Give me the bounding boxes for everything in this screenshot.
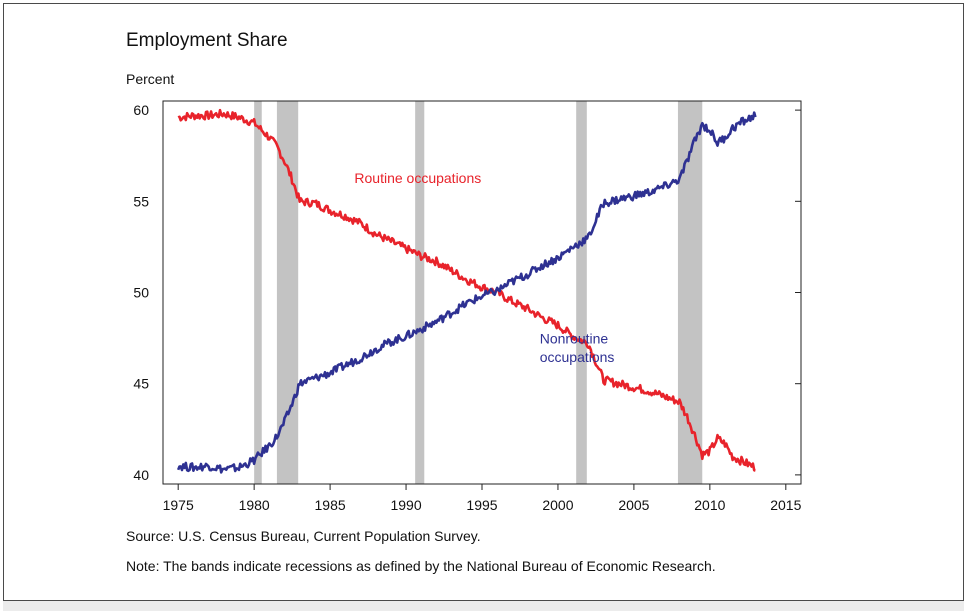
recession-note: Note: The bands indicate recessions as d…	[126, 558, 716, 574]
recession-bands	[254, 101, 703, 484]
recession-band-1	[254, 101, 262, 484]
routine-occupations-line	[177, 108, 756, 472]
recession-band-5	[677, 101, 703, 484]
x-tick-label: 1980	[239, 497, 270, 513]
routine-occupations-label: Routine occupations	[354, 170, 481, 186]
y-tick-label: 50	[133, 285, 149, 301]
axis-ticks: 40 45 50 55 60 1975 1980 1985 1990 1995 2000 2005 20…	[133, 102, 801, 513]
y-tick-label: 45	[133, 376, 149, 392]
y-tick-label: 60	[133, 102, 149, 118]
x-tick-label: 2010	[694, 497, 725, 513]
x-tick-label: 2005	[618, 497, 649, 513]
y-axis-unit-label: Percent	[126, 71, 175, 87]
x-tick-label: 2015	[770, 497, 801, 513]
y-tick-label: 55	[133, 193, 149, 209]
x-tick-label: 1990	[390, 497, 421, 513]
x-tick-label: 1995	[466, 497, 497, 513]
nonroutine-occupations-label-line2: occupations	[540, 349, 615, 365]
figure-bottom-strip	[3, 600, 964, 611]
recession-band-4	[576, 101, 587, 484]
recession-band-3	[415, 101, 425, 484]
x-tick-label: 2000	[542, 497, 573, 513]
recession-band-2	[276, 101, 299, 484]
nonroutine-occupations-line	[176, 111, 757, 474]
series-lines	[176, 108, 757, 474]
y-tick-label: 40	[133, 467, 149, 483]
x-tick-label: 1975	[163, 497, 194, 513]
x-tick-label: 1985	[315, 497, 346, 513]
nonroutine-occupations-label-line1: Nonroutine	[540, 331, 609, 347]
source-note: Source: U.S. Census Bureau, Current Popu…	[126, 528, 481, 544]
series-annotations: Routine occupations Nonroutine occupatio…	[354, 170, 614, 365]
chart-title: Employment Share	[126, 30, 288, 51]
